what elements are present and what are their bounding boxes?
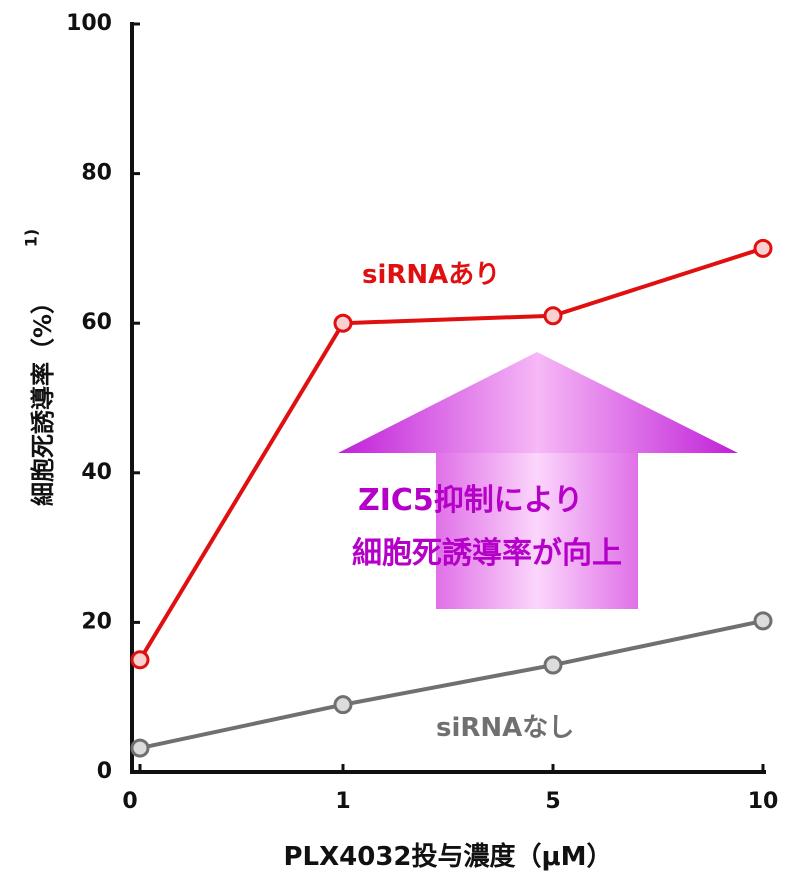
series-line-1 — [139, 618, 764, 751]
series-layer — [130, 238, 773, 758]
x-tick-label: 1 — [335, 789, 350, 814]
x-axis-title: PLX4032投与濃度（μM） — [283, 841, 612, 872]
y-tick-label: 20 — [81, 609, 112, 634]
data-point-1-2 — [543, 655, 563, 675]
arrow-shaft — [436, 453, 638, 609]
x-ticks: 0 1 5 10 — [122, 764, 778, 814]
data-point-0-0 — [130, 650, 150, 670]
annotation-line-2: 細胞死誘導率が向上 — [352, 536, 622, 571]
axes — [130, 22, 766, 774]
series-label-without-sirna: siRNAなし — [436, 713, 574, 743]
series-label-with-sirna: siRNAあり — [362, 260, 500, 290]
x-tick-label: 10 — [748, 789, 779, 814]
y-tick-label: 0 — [97, 759, 112, 784]
data-point-0-2 — [543, 306, 563, 326]
data-point-1-0 — [130, 738, 150, 758]
annotation-line-1: ZIC5抑制により — [358, 483, 583, 518]
x-tick-label: 5 — [545, 789, 560, 814]
y-tick-label: 80 — [81, 161, 112, 186]
data-point-0-3 — [753, 238, 773, 258]
data-point-1-1 — [333, 695, 353, 715]
y-ticks: 0 20 40 60 80 100 — [66, 11, 140, 784]
series-line-0 — [138, 246, 764, 661]
improvement-arrow — [338, 352, 738, 609]
y-axis-title-group: 細胞死誘導率（%） 1) — [22, 229, 58, 506]
y-axis-title: 細胞死誘導率（%） — [29, 290, 57, 506]
y-tick-label: 60 — [81, 310, 112, 335]
data-point-0-1 — [333, 313, 353, 333]
y-tick-label: 40 — [81, 460, 112, 485]
x-tick-label: 0 — [122, 789, 137, 814]
arrow-head — [338, 352, 738, 453]
y-tick-label: 100 — [66, 11, 112, 36]
y-axis-title-footnote: 1) — [22, 229, 41, 247]
data-point-1-3 — [753, 611, 773, 631]
